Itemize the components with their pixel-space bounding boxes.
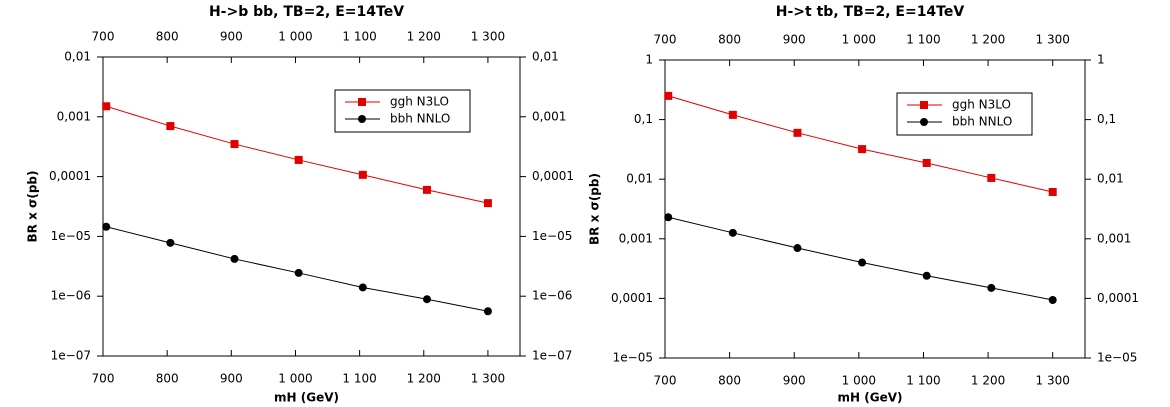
x-tick-label: 700 xyxy=(654,374,677,388)
x-tick-label-top: 700 xyxy=(654,33,677,47)
x-tick-label-top: 1 200 xyxy=(407,30,441,44)
y-tick-label: 0,0001 xyxy=(611,291,653,305)
x-tick-label: 1 300 xyxy=(1036,374,1070,388)
data-point xyxy=(102,222,111,231)
legend-box xyxy=(896,92,1033,136)
data-point xyxy=(987,283,996,292)
y-tick-label-right: 0,01 xyxy=(532,50,559,64)
x-tick-label: 1 300 xyxy=(471,372,505,386)
x-tick-label-top: 1 000 xyxy=(278,30,312,44)
x-tick-label: 900 xyxy=(220,372,243,386)
y-tick-label: 1e−05 xyxy=(51,229,91,243)
x-tick-label-top: 900 xyxy=(783,33,806,47)
data-point xyxy=(166,238,175,247)
y-tick-label: 1e−07 xyxy=(51,349,91,363)
data-point xyxy=(294,268,303,277)
plot-frame xyxy=(664,59,1086,359)
x-tick-label-top: 900 xyxy=(220,30,243,44)
y-tick-label-right: 0,001 xyxy=(1097,231,1131,245)
y-tick-label: 0,01 xyxy=(64,50,91,64)
chart-title: H->t tb, TB=2, E=14TeV xyxy=(776,4,965,20)
x-tick-label: 900 xyxy=(783,374,806,388)
y-tick-label: 1e−05 xyxy=(613,351,653,365)
x-tick-label: 700 xyxy=(92,372,115,386)
y-tick-label: 0,1 xyxy=(634,112,653,126)
y-tick-label-right: 0,01 xyxy=(1097,172,1124,186)
x-tick-label: 1 000 xyxy=(278,372,312,386)
data-point xyxy=(166,122,175,131)
legend-marker xyxy=(920,101,928,109)
x-tick-label-top: 800 xyxy=(718,33,741,47)
data-point xyxy=(483,199,492,208)
x-tick-label: 1 200 xyxy=(971,374,1005,388)
x-tick-label: 800 xyxy=(156,372,179,386)
y-tick-label-right: 0,0001 xyxy=(532,169,574,183)
data-point xyxy=(922,271,931,280)
y-axis-label: BR x σ(pb) xyxy=(26,171,40,243)
x-axis-label: mH (GeV) xyxy=(274,391,339,405)
x-tick-label-top: 1 200 xyxy=(971,33,1005,47)
x-tick-label-top: 1 000 xyxy=(842,33,876,47)
data-point xyxy=(728,228,737,237)
data-point xyxy=(793,128,802,137)
data-point xyxy=(483,307,492,316)
data-point xyxy=(294,155,303,164)
legend-marker xyxy=(920,118,928,126)
legend-label: ggh N3LO xyxy=(952,98,1011,112)
x-tick-label: 1 200 xyxy=(407,372,441,386)
data-point xyxy=(358,170,367,179)
data-point xyxy=(728,110,737,119)
x-tick-label: 1 000 xyxy=(842,374,876,388)
data-point xyxy=(422,295,431,304)
y-tick-label: 0,001 xyxy=(619,231,653,245)
chart-title: H->b bb, TB=2, E=14TeV xyxy=(209,4,404,20)
data-point xyxy=(922,158,931,167)
data-point xyxy=(858,145,867,154)
y-tick-label-right: 1e−07 xyxy=(532,349,572,363)
data-point xyxy=(1048,187,1057,196)
y-tick-label-right: 0,0001 xyxy=(1097,291,1139,305)
data-point xyxy=(858,258,867,267)
legend-marker xyxy=(358,115,366,123)
y-tick-label: 1e−06 xyxy=(51,289,91,303)
data-point xyxy=(664,213,673,222)
y-tick-label-right: 1e−05 xyxy=(532,229,572,243)
y-tick-label: 1 xyxy=(645,53,653,67)
legend-marker xyxy=(358,98,366,106)
y-tick-label: 0,001 xyxy=(57,109,91,123)
legend-label: bbh NNLO xyxy=(952,115,1012,129)
data-point xyxy=(987,173,996,182)
x-tick-label-top: 1 100 xyxy=(906,33,940,47)
y-tick-label-right: 1e−05 xyxy=(1097,351,1137,365)
legend-label: bbh NNLO xyxy=(390,112,450,126)
data-point xyxy=(230,140,239,149)
x-tick-label: 1 100 xyxy=(342,372,376,386)
x-tick-label-top: 1 100 xyxy=(342,30,376,44)
data-point xyxy=(664,91,673,100)
x-tick-label-top: 700 xyxy=(92,30,115,44)
data-point xyxy=(793,244,802,253)
data-point xyxy=(102,102,111,111)
y-tick-label: 0,0001 xyxy=(49,169,91,183)
x-tick-label: 800 xyxy=(718,374,741,388)
y-tick-label-right: 1e−06 xyxy=(532,289,572,303)
y-axis-label: BR x σ(pb) xyxy=(588,173,602,245)
legend-box xyxy=(334,89,471,133)
data-point xyxy=(422,185,431,194)
x-tick-label-top: 800 xyxy=(156,30,179,44)
y-tick-label-right: 0,001 xyxy=(532,109,566,123)
data-point xyxy=(358,283,367,292)
data-point xyxy=(1048,296,1057,305)
x-tick-label: 1 100 xyxy=(906,374,940,388)
y-tick-label: 0,01 xyxy=(626,172,653,186)
y-tick-label-right: 1 xyxy=(1097,53,1105,67)
y-tick-label-right: 0,1 xyxy=(1097,112,1116,126)
x-tick-label-top: 1 300 xyxy=(1036,33,1070,47)
legend-label: ggh N3LO xyxy=(390,95,449,109)
x-tick-label-top: 1 300 xyxy=(471,30,505,44)
x-axis-label: mH (GeV) xyxy=(838,391,903,405)
data-point xyxy=(230,254,239,263)
plot-frame xyxy=(102,56,521,357)
